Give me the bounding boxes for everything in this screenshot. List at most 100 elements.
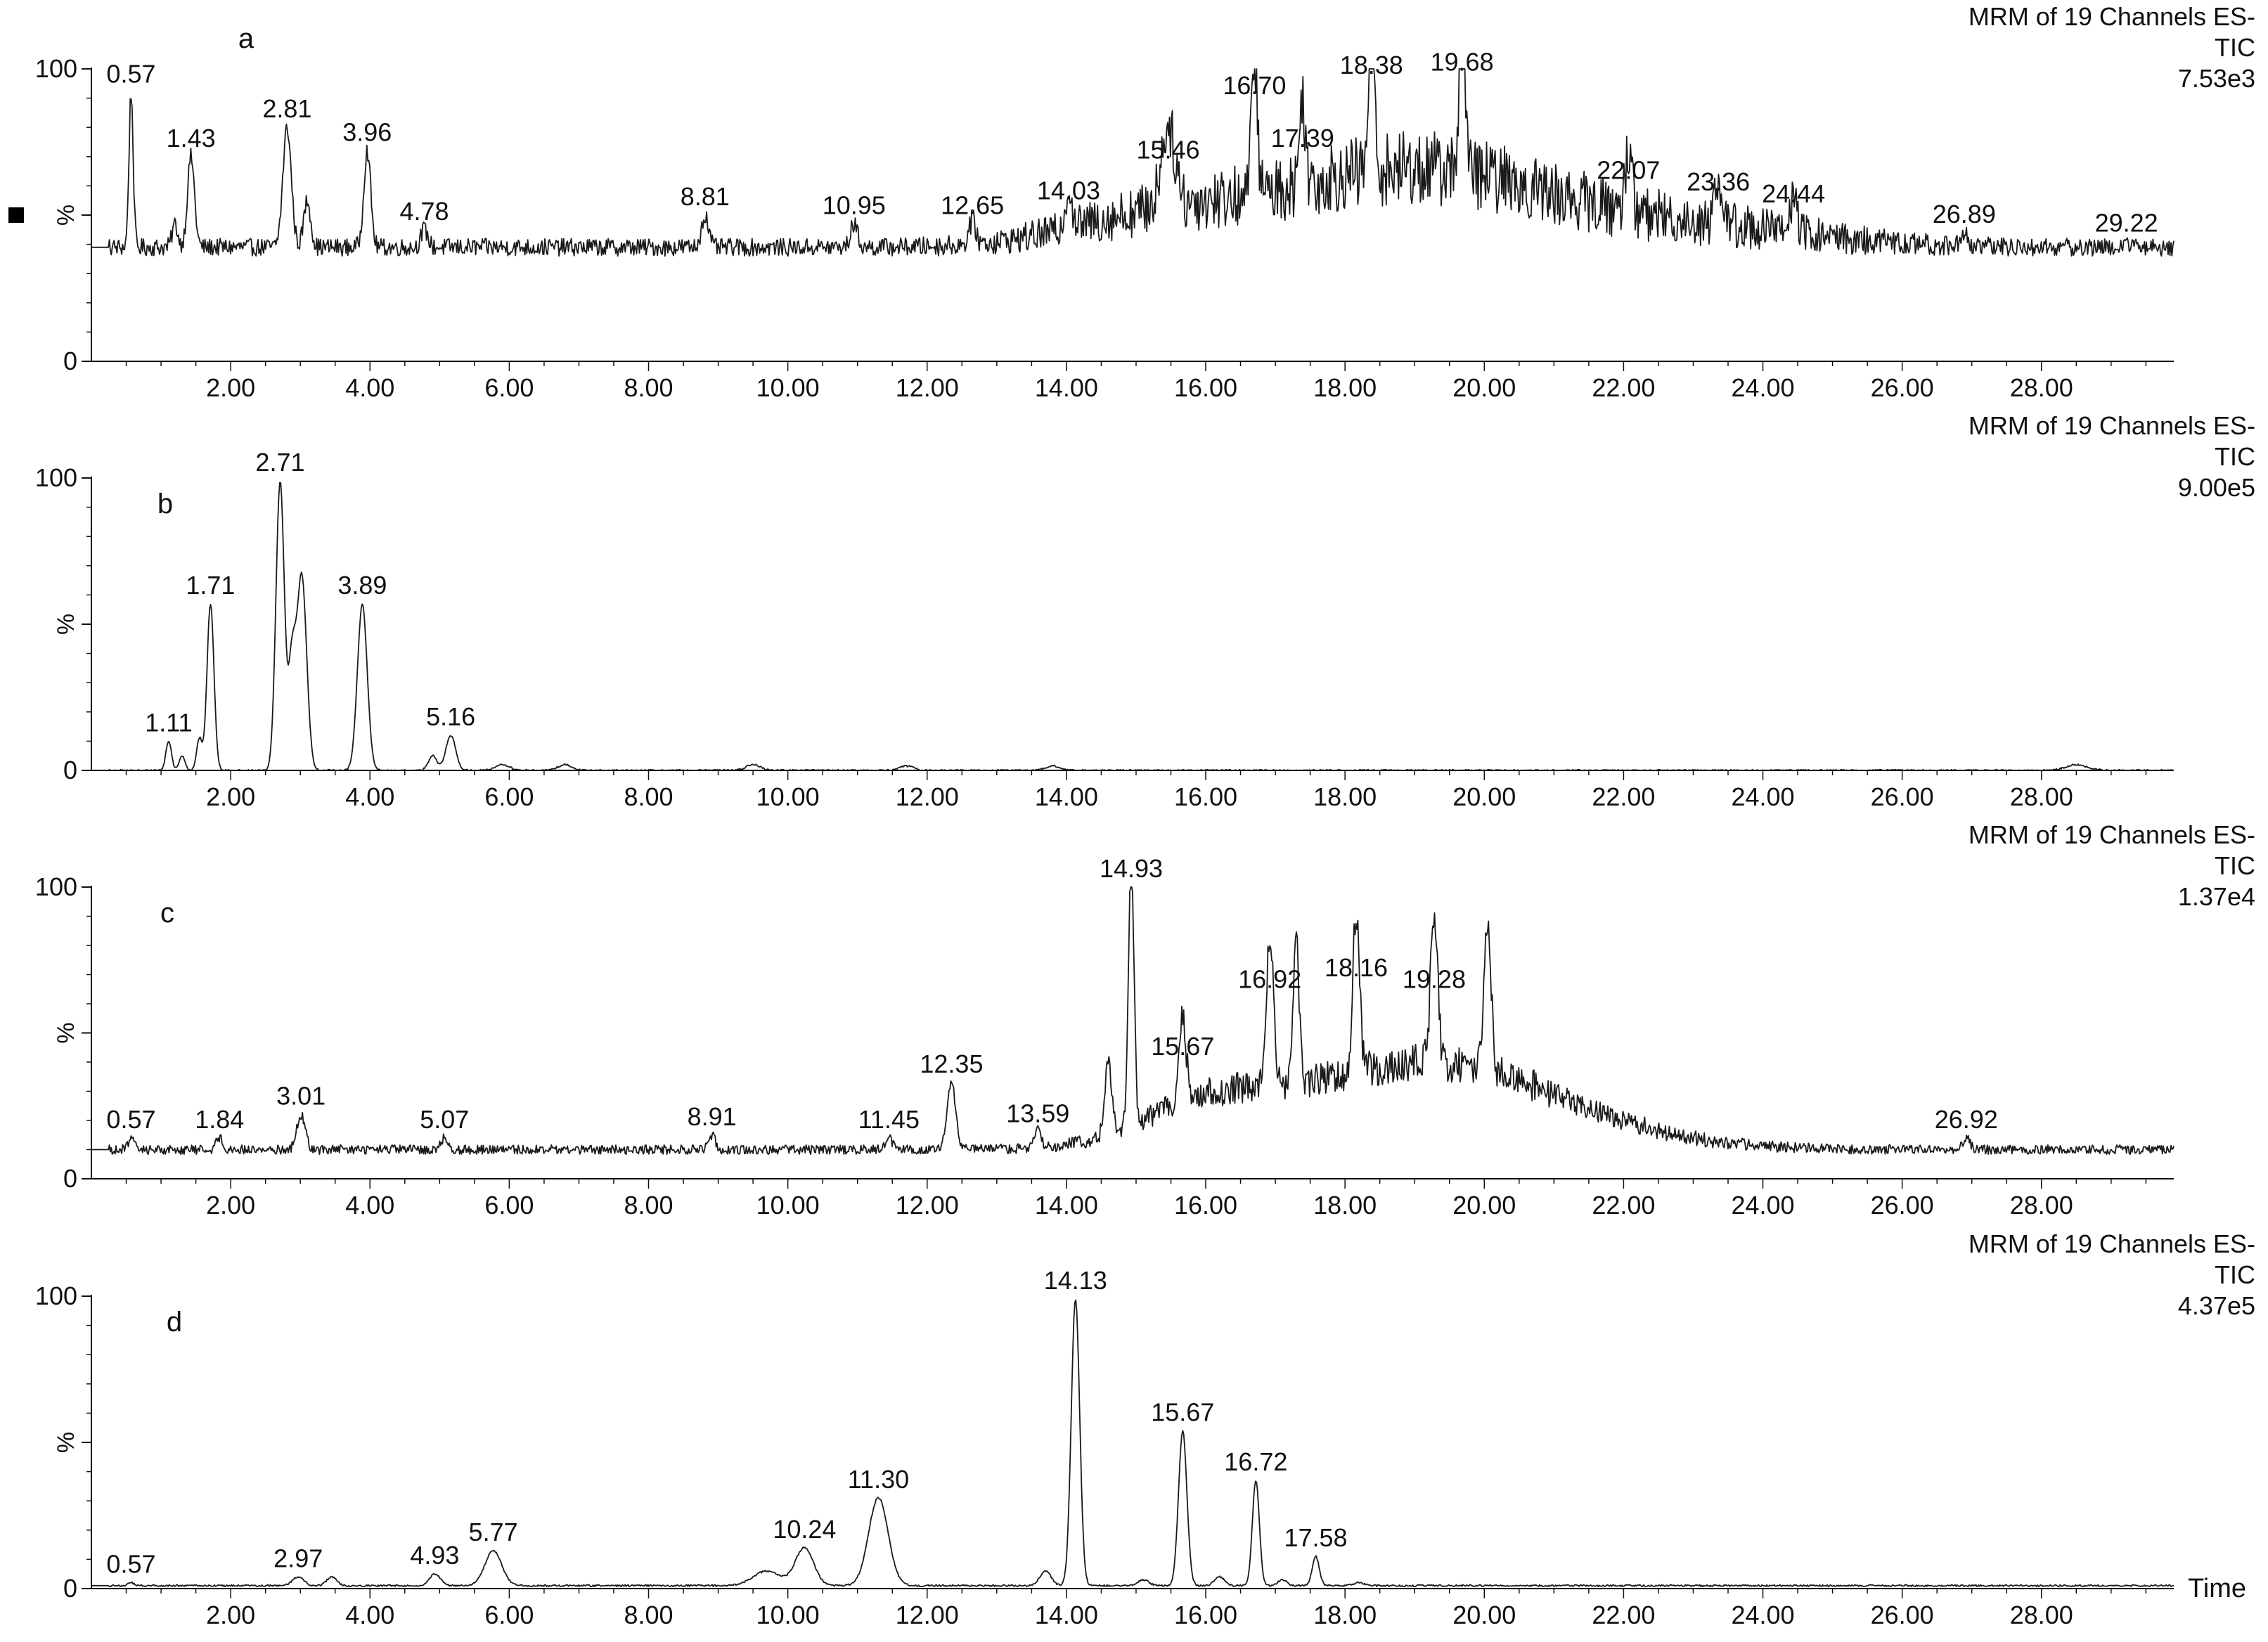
peak-label: 16.70: [1223, 71, 1286, 100]
channel-header-line: TIC: [2215, 851, 2255, 880]
y-tick-label: 100: [35, 872, 77, 901]
x-tick-label: 6.00: [484, 1191, 534, 1220]
x-tick-label: 10.00: [756, 782, 820, 811]
x-tick-label: 8.00: [624, 782, 673, 811]
peak-label: 26.92: [1935, 1105, 1998, 1134]
channel-header-line: TIC: [2215, 33, 2255, 62]
peak-label: 0.57: [106, 1105, 155, 1134]
y-tick-label: 100: [35, 1281, 77, 1310]
peak-label: 1.11: [145, 708, 192, 737]
channel-header-line: 4.37e5: [2178, 1291, 2255, 1320]
peak-label: 2.71: [255, 448, 304, 477]
peak-label: 10.95: [823, 190, 886, 219]
x-tick-label: 20.00: [1452, 1191, 1516, 1220]
x-tick-label: 6.00: [484, 1601, 534, 1629]
x-tick-label: 10.00: [756, 373, 820, 402]
chromatogram-trace: [91, 886, 2174, 1155]
peak-label: 16.92: [1238, 965, 1301, 994]
peak-label: 17.39: [1271, 124, 1334, 153]
x-tick-label: 14.00: [1035, 373, 1098, 402]
chromatogram-trace: [91, 68, 2174, 257]
channel-header-line: 7.53e3: [2178, 64, 2255, 93]
channel-header-line: MRM of 19 Channels ES-: [1969, 411, 2255, 440]
channel-header-line: TIC: [2215, 1260, 2255, 1289]
peak-label: 8.81: [681, 182, 730, 211]
chromatogram-panel-c: 100% 0 2.00 4.00 6.00 8.00 10.00 12.00 14.00 16.0…: [35, 820, 2255, 1220]
x-tick-label: 24.00: [1731, 1601, 1794, 1629]
peak-label: 14.93: [1100, 854, 1163, 883]
x-tick-label: 12.00: [896, 1191, 959, 1220]
x-tick-label: 2.00: [206, 782, 255, 811]
x-tick-label: 6.00: [484, 782, 534, 811]
peak-label: 26.89: [1933, 200, 1996, 228]
y-axis-percent-label: %: [53, 1022, 79, 1043]
y-axis-percent-label: %: [53, 1432, 79, 1453]
x-tick-label: 16.00: [1174, 1191, 1237, 1220]
x-tick-label: 24.00: [1731, 1191, 1794, 1220]
x-tick-label: 28.00: [2010, 782, 2073, 811]
x-tick-label: 16.00: [1174, 373, 1237, 402]
y-tick-label: 0: [63, 756, 77, 784]
x-tick-label: 18.00: [1313, 1191, 1377, 1220]
peak-label: 4.78: [399, 197, 449, 226]
peak-label: 15.67: [1151, 1397, 1214, 1426]
x-tick-label: 26.00: [1871, 373, 1934, 402]
x-tick-label: 2.00: [206, 1601, 255, 1629]
chromatogram-panel-a: 100% 0 2.00 4.00 6.00 8.00 10.00 12.00 14.00 16.0…: [35, 2, 2255, 402]
x-tick-label: 26.00: [1871, 1191, 1934, 1220]
chromatogram-panel-d: 100% 0 2.00 4.00 6.00 8.00 10.00 12.00 14.00 16.0…: [35, 1229, 2255, 1629]
x-tick-label: 22.00: [1592, 782, 1655, 811]
chromatogram-trace: [91, 481, 2174, 771]
peak-label: 3.96: [342, 117, 392, 146]
y-tick-label: 0: [63, 1574, 77, 1603]
x-tick-label: 4.00: [345, 1191, 394, 1220]
channel-header-line: 1.37e4: [2178, 882, 2255, 911]
peak-label: 1.43: [167, 124, 216, 153]
peak-label: 18.16: [1325, 953, 1388, 982]
peak-label: 1.84: [195, 1105, 244, 1134]
peak-label: 5.07: [420, 1105, 469, 1134]
y-tick-label: 0: [63, 1164, 77, 1193]
peak-label: 17.58: [1284, 1523, 1347, 1552]
x-tick-label: 28.00: [2010, 1601, 2073, 1629]
peak-label: 22.07: [1597, 156, 1660, 185]
x-tick-label: 22.00: [1592, 373, 1655, 402]
peak-label: 8.91: [688, 1102, 737, 1131]
x-tick-label: 20.00: [1452, 1601, 1516, 1629]
panel-label: c: [160, 898, 174, 929]
x-tick-label: 10.00: [756, 1601, 820, 1629]
x-tick-label: 28.00: [2010, 1191, 2073, 1220]
x-tick-label: 18.00: [1313, 1601, 1377, 1629]
peak-label: 15.67: [1151, 1032, 1214, 1061]
peak-label: 2.81: [262, 94, 311, 123]
x-tick-label: 8.00: [624, 1601, 673, 1629]
channel-header-line: MRM of 19 Channels ES-: [1969, 1229, 2255, 1258]
y-tick-label: 0: [63, 347, 77, 375]
peak-label: 14.03: [1037, 176, 1100, 205]
x-tick-label: 16.00: [1174, 1601, 1237, 1629]
x-tick-label: 22.00: [1592, 1601, 1655, 1629]
x-tick-label: 20.00: [1452, 373, 1516, 402]
x-tick-label: 4.00: [345, 1601, 394, 1629]
channel-header-line: MRM of 19 Channels ES-: [1969, 820, 2255, 849]
x-tick-label: 12.00: [896, 373, 959, 402]
peak-label: 5.77: [469, 1518, 518, 1546]
x-tick-label: 24.00: [1731, 782, 1794, 811]
chromatogram-trace: [91, 1299, 2174, 1587]
channel-header-line: 9.00e5: [2178, 473, 2255, 502]
x-axis-title: Time: [2188, 1574, 2246, 1603]
x-tick-label: 12.00: [896, 782, 959, 811]
x-tick-label: 18.00: [1313, 782, 1377, 811]
peak-label: 16.72: [1224, 1447, 1287, 1476]
y-tick-label: 100: [35, 54, 77, 83]
panel-label: a: [238, 23, 254, 54]
x-tick-label: 10.00: [756, 1191, 820, 1220]
x-tick-label: 6.00: [484, 373, 534, 402]
channel-header-line: MRM of 19 Channels ES-: [1969, 2, 2255, 31]
peak-label: 0.57: [106, 59, 155, 88]
x-tick-label: 12.00: [896, 1601, 959, 1629]
x-tick-label: 14.00: [1035, 1191, 1098, 1220]
peak-label: 3.01: [276, 1082, 326, 1111]
